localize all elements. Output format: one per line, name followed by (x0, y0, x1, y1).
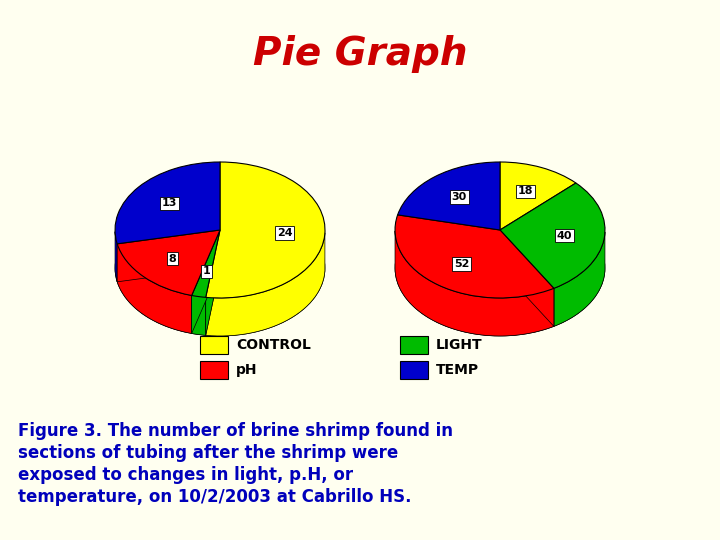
Polygon shape (554, 232, 605, 326)
Text: 8: 8 (168, 254, 176, 264)
Wedge shape (500, 183, 605, 288)
Polygon shape (117, 230, 220, 282)
Polygon shape (192, 230, 220, 334)
Text: 1: 1 (203, 266, 211, 276)
Wedge shape (115, 162, 220, 244)
Wedge shape (192, 230, 220, 298)
Polygon shape (206, 230, 220, 335)
Text: Figure 3. The number of brine shrimp found in: Figure 3. The number of brine shrimp fou… (18, 422, 453, 440)
Wedge shape (395, 215, 554, 298)
Polygon shape (192, 230, 220, 334)
Text: Pie Graph: Pie Graph (253, 35, 467, 73)
Polygon shape (117, 230, 220, 282)
Polygon shape (500, 230, 554, 326)
Ellipse shape (395, 200, 605, 336)
Text: pH: pH (236, 363, 258, 377)
Polygon shape (192, 295, 206, 335)
Polygon shape (115, 232, 117, 282)
FancyBboxPatch shape (200, 361, 228, 379)
Polygon shape (500, 230, 554, 326)
Text: exposed to changes in light, p.H, or: exposed to changes in light, p.H, or (18, 466, 353, 484)
FancyBboxPatch shape (400, 336, 428, 354)
Wedge shape (206, 162, 325, 298)
Ellipse shape (115, 200, 325, 336)
Wedge shape (117, 230, 220, 295)
Polygon shape (206, 233, 325, 336)
Text: sections of tubing after the shrimp were: sections of tubing after the shrimp were (18, 444, 398, 462)
Text: temperature, on 10/2/2003 at Cabrillo HS.: temperature, on 10/2/2003 at Cabrillo HS… (18, 488, 412, 506)
Text: 13: 13 (162, 198, 177, 208)
Polygon shape (395, 231, 554, 336)
Text: 30: 30 (451, 192, 467, 202)
Wedge shape (500, 162, 576, 230)
Text: 40: 40 (557, 231, 572, 241)
Text: LIGHT: LIGHT (436, 338, 482, 352)
FancyBboxPatch shape (200, 336, 228, 354)
Wedge shape (397, 162, 500, 230)
Text: 52: 52 (454, 259, 469, 269)
Text: 18: 18 (518, 186, 534, 196)
Text: TEMP: TEMP (436, 363, 479, 377)
FancyBboxPatch shape (400, 361, 428, 379)
Text: 24: 24 (277, 228, 293, 238)
Text: CONTROL: CONTROL (236, 338, 311, 352)
Polygon shape (206, 230, 220, 335)
Polygon shape (117, 244, 192, 334)
